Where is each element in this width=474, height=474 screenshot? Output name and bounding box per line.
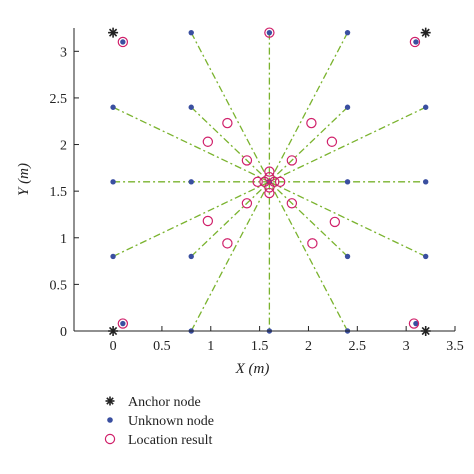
unknown-node-point (422, 253, 429, 260)
unknown-node-point (120, 39, 126, 45)
unknown-node-point (188, 104, 194, 110)
unknown-node-point (344, 104, 351, 110)
location-result-point (202, 136, 214, 147)
anchor-node-point (108, 27, 119, 38)
trace-line-4 (190, 181, 270, 332)
legend-star-icon (105, 396, 115, 406)
legend: Anchor node Unknown node Location result (104, 395, 214, 448)
unknown-node-point (266, 29, 273, 36)
location-result-point (264, 166, 275, 177)
y-tick-label: 2 (60, 139, 67, 154)
y-tick-label: 3 (60, 45, 67, 60)
x-axis-title: X (m) (235, 361, 270, 377)
trace-line-7 (269, 106, 426, 183)
trace-line-12 (190, 181, 270, 257)
location-result-point (408, 318, 420, 329)
axes: 0 0.5 1 1.5 2 2.5 3 3.5 0 0.5 1 1.5 2 2.5 3 (50, 28, 464, 354)
location-result-point (409, 36, 421, 48)
unknown-node-point (120, 320, 126, 327)
location-result-point (264, 187, 275, 199)
unknown-node-point (413, 320, 419, 327)
unknown-node-point (344, 179, 351, 185)
legend-dot-icon (107, 417, 113, 423)
location-result-point (286, 198, 298, 209)
x-tick-label: 1 (207, 339, 214, 354)
x-tick-label: 3 (403, 339, 410, 354)
trace-line-8 (112, 181, 270, 258)
trace-line-2 (190, 32, 270, 183)
y-tick-label: 2.5 (50, 92, 68, 107)
location-result-point (252, 176, 263, 188)
location-result-point (222, 117, 233, 129)
location-result-point (274, 176, 286, 188)
unknown-node-point (110, 253, 116, 260)
unknown-node-point (344, 29, 351, 36)
unknown-node-point (110, 179, 116, 185)
unknown-node-point (188, 179, 194, 185)
location-result-point (241, 198, 253, 209)
unknown-node-point (344, 253, 351, 260)
location-result-point (326, 136, 338, 147)
unknown-node-point (188, 253, 194, 260)
unknown-node-point (422, 104, 429, 110)
x-tick-label: 1.5 (251, 339, 269, 354)
location-result-point (306, 117, 317, 129)
x-tick-label: 2 (305, 339, 312, 354)
y-tick-label: 0.5 (50, 278, 68, 293)
trace-line-9 (269, 181, 426, 258)
location-result-point (264, 182, 275, 193)
anchor-node-point (420, 27, 431, 38)
trace-line-5 (268, 181, 349, 332)
unknown-node-point (422, 179, 429, 185)
location-result-point (117, 36, 129, 48)
trace-line-3 (268, 32, 349, 183)
x-tick-label: 0 (110, 339, 117, 354)
location-result-point (329, 216, 341, 228)
location-result-point (222, 238, 233, 249)
trace-line-10 (190, 106, 270, 183)
legend-label: Unknown node (128, 414, 214, 429)
x-tick-label: 0.5 (153, 339, 171, 354)
unknown-node-point (188, 29, 194, 36)
legend-label: Location result (128, 433, 212, 448)
location-result-point (264, 27, 275, 38)
unknown-node-point (413, 39, 419, 45)
legend-label: Anchor node (128, 395, 201, 410)
trace-line-6 (112, 106, 270, 183)
y-tick-label: 1 (60, 232, 67, 247)
location-result-point (241, 155, 253, 166)
trace-line-11 (268, 106, 348, 183)
y-axis-title: Y (m) (16, 163, 32, 196)
location-result-point (307, 238, 318, 249)
location-result-point (117, 318, 129, 329)
location-result-point (286, 155, 298, 166)
y-tick-label: 1.5 (50, 185, 68, 200)
x-tick-label: 3.5 (446, 339, 464, 354)
unknown-node-point (110, 104, 116, 110)
y-tick-label: 0 (60, 325, 67, 340)
plot-area (108, 27, 431, 336)
trace-line-13 (268, 181, 348, 257)
x-tick-label: 2.5 (349, 339, 367, 354)
location-result-point (202, 215, 214, 227)
legend-circle-icon (104, 433, 116, 445)
